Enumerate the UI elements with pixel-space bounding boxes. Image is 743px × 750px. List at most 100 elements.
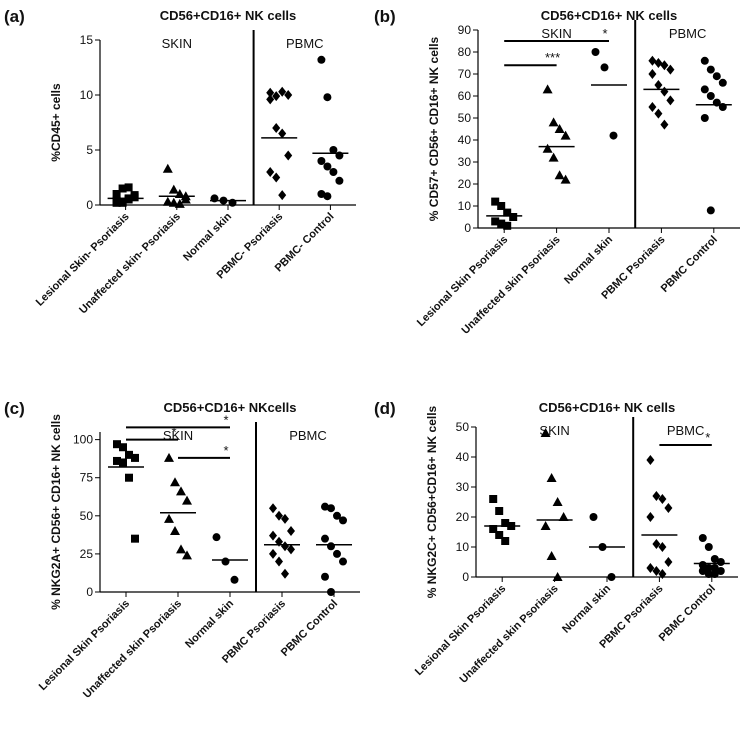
square-point [112, 190, 121, 198]
square-point [119, 443, 127, 452]
diamond-point [284, 150, 293, 161]
square-point [503, 208, 512, 217]
y-tick-label: 80 [458, 45, 472, 59]
triangle-point [554, 124, 565, 133]
circle-point [700, 56, 709, 65]
y-tick-label: 50 [456, 420, 470, 434]
x-tick-label: Lesional Skin Psoriasis [37, 598, 132, 693]
panel-label: (b) [374, 7, 396, 26]
circle-point [327, 504, 335, 513]
circle-point [339, 516, 347, 525]
panel: (b) CD56+CD16+ NK cells % CD57+ CD56+ CD16… [374, 7, 740, 337]
y-tick-label: 50 [458, 111, 472, 125]
x-tick-label: Unaffected skin Psoriasis [81, 598, 184, 701]
x-tick-label: Normal skin [181, 210, 234, 263]
circle-point [718, 78, 727, 87]
circle-point [323, 162, 332, 171]
square-point [497, 202, 506, 210]
square-point [113, 440, 121, 449]
y-axis-label: % CD57+ CD56+ CD16+ NK cells [427, 36, 441, 221]
square-point [495, 507, 504, 515]
y-tick-label: 0 [462, 570, 469, 584]
circle-point [323, 192, 332, 201]
triangle-point [164, 452, 174, 462]
diamond-point [666, 64, 675, 75]
x-tick-label: Normal skin [560, 582, 613, 635]
triangle-point [176, 486, 186, 496]
circle-point [712, 72, 721, 81]
y-tick-label: 30 [456, 480, 470, 494]
triangle-point [542, 143, 553, 153]
circle-point [329, 168, 338, 176]
diamond-point [287, 526, 295, 537]
circle-point [317, 157, 326, 165]
square-point [125, 450, 133, 459]
square-point [118, 198, 127, 207]
square-point [489, 495, 498, 503]
section-label: SKIN [162, 36, 192, 51]
diamond-point [275, 556, 283, 567]
square-point [509, 213, 518, 221]
y-axis-label: % NKG2C+ CD56+CD16+ NK cells [425, 405, 439, 598]
square-point [497, 219, 506, 228]
circle-point [710, 555, 719, 563]
section-label: SKIN [163, 428, 193, 443]
square-point [131, 453, 139, 462]
diamond-point [652, 566, 661, 576]
square-point [124, 183, 133, 192]
circle-point [706, 206, 715, 215]
circle-point [698, 534, 707, 542]
diamond-point [660, 86, 669, 97]
panel-label: (a) [4, 7, 25, 26]
triangle-point [548, 117, 559, 127]
triangle-point [546, 551, 557, 560]
y-tick-label: 75 [80, 471, 94, 485]
y-tick-label: 70 [458, 67, 472, 81]
triangle-point [542, 84, 553, 94]
square-point [119, 458, 127, 467]
triangle-point [182, 550, 192, 560]
diamond-point [266, 94, 275, 105]
square-point [113, 456, 121, 465]
section-label: PBMC [667, 423, 705, 438]
panel: (a) CD56+CD16+ NK cells %CD45+ cells 0 5 10 15… [4, 7, 356, 316]
circle-point [716, 567, 725, 575]
circle-point [589, 513, 598, 521]
y-tick-label: 90 [458, 23, 472, 37]
triangle-point [164, 513, 174, 523]
triangle-point [182, 495, 192, 505]
circle-point [321, 572, 329, 581]
circle-point [212, 533, 221, 542]
y-tick-label: 100 [73, 433, 93, 447]
significance-label: *** [545, 50, 560, 65]
y-tick-label: 10 [458, 199, 472, 213]
section-label: PBMC [289, 428, 327, 443]
circle-point [230, 575, 239, 584]
significance-label: * [223, 412, 228, 427]
diamond-point [652, 491, 661, 501]
triangle-point [162, 163, 173, 173]
y-tick-label: 0 [464, 221, 471, 235]
square-point [501, 537, 510, 545]
diamond-point [278, 128, 287, 139]
diamond-point [284, 90, 293, 100]
circle-point [607, 573, 616, 581]
diamond-point [652, 539, 661, 549]
diamond-point [266, 87, 275, 98]
circle-point [333, 511, 341, 520]
circle-point [700, 85, 709, 94]
circle-point [698, 567, 707, 575]
significance-label: * [705, 430, 710, 445]
diamond-point [658, 494, 667, 504]
diamond-point [272, 91, 281, 102]
panel-label: (c) [4, 399, 25, 418]
diamond-point [272, 123, 281, 133]
chart-title: CD56+CD16+ NKcells [164, 400, 297, 415]
x-tick-label: Lesional Skin Psoriasis [415, 234, 510, 329]
y-tick-label: 40 [456, 450, 470, 464]
significance-label: * [171, 425, 176, 440]
square-point [112, 196, 121, 205]
y-axis-label: %CD45+ cells [49, 83, 63, 162]
circle-point [321, 502, 329, 511]
significance-label: * [602, 26, 607, 41]
